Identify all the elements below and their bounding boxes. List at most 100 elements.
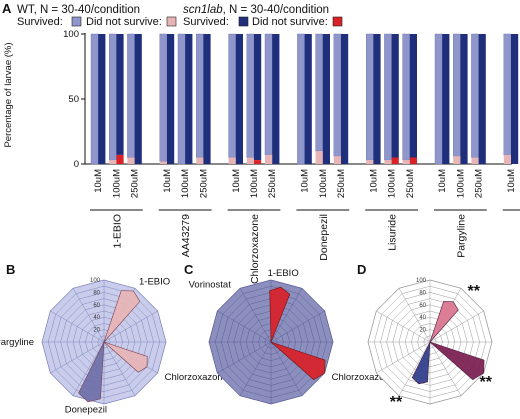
bar-wt-survived (434, 33, 443, 165)
radar-tick-label: 40 (93, 315, 100, 321)
radar-spoke (376, 310, 431, 343)
y-tick-label: 50 (68, 94, 79, 105)
x-tick-label: 10uM (93, 169, 104, 193)
radar-spoke (72, 288, 105, 343)
bar-wt-not-survived (109, 160, 117, 164)
legend-scn-survived-swatch (238, 16, 249, 27)
legend-scn-survived-label: Survived: (183, 16, 229, 28)
radar-spoke (239, 288, 272, 343)
bar-scn-survived (460, 34, 468, 164)
bar-scn-survived (442, 34, 450, 164)
bar-wt-not-survived (159, 161, 167, 164)
radar-spoke-label: Chlorzoxazone (332, 372, 395, 383)
bar-scn-survived (322, 34, 330, 164)
bar-wt-survived (315, 33, 324, 152)
radar-chart-d: 20 40 60 80 100 ** ** ** (367, 278, 493, 411)
legend-wt-survived-label: Survived: (17, 16, 63, 28)
bar-wt-survived (366, 33, 374, 161)
bar-scn-not-survived (116, 154, 124, 164)
radar-spoke (103, 341, 136, 396)
bar-wt-not-survived (315, 151, 323, 164)
radar-wedge (429, 301, 459, 343)
radar-spoke (50, 310, 105, 343)
bar-scn-survived (272, 34, 280, 164)
bar-scn-survived (167, 34, 175, 164)
radar-tick-label: 40 (419, 315, 426, 321)
bar-wt-not-survived (471, 157, 479, 164)
x-tick-label: 250uM (198, 169, 209, 198)
bar-wt-survived (453, 33, 461, 157)
radar-spoke (398, 341, 431, 396)
bar-wt-not-survived (333, 156, 341, 164)
radar-spoke-label: Donepezil (65, 405, 107, 416)
radar-tick-label: 20 (419, 328, 426, 334)
bar-scn-survived (116, 34, 124, 155)
legend-wt-title: WT, N = 30-40/condition (17, 4, 140, 16)
radar-spoke (429, 310, 484, 343)
radar-tick-label: 100 (416, 278, 427, 284)
radar-spoke (376, 341, 431, 374)
group-label: Pargyline (455, 214, 467, 258)
radar-wedge (78, 341, 105, 403)
radar-spoke (50, 341, 105, 374)
bar-wt-survived (503, 33, 512, 156)
bar-wt-not-survived (402, 160, 410, 164)
bar-scn-survived (341, 34, 349, 164)
bar-wt-survived (108, 33, 117, 161)
bar-scn-survived (478, 34, 486, 164)
radar-chart-c: 1-EBIO Chlorzoxazone Vorinostat (189, 268, 395, 405)
x-tick-label: 10uM (162, 169, 173, 193)
bar-scn-survived (98, 34, 106, 164)
radar-spoke (270, 288, 303, 343)
legend-scn-italic: scn1lab (183, 4, 223, 16)
radar-tick-label: 20 (93, 328, 100, 334)
radar-spoke-label: 1-EBIO (139, 276, 170, 287)
x-tick-label: 10uM (231, 169, 242, 193)
bar-scn-survived (254, 34, 262, 161)
bar-scn-survived (235, 34, 243, 164)
x-tick-label: 10uM (506, 169, 517, 193)
legend-scn-title: scn1lab, N = 30-40/condition (183, 4, 329, 16)
x-axis: 10uM 100uM 250uM 1-EBIO 10uM 100uM 250uM AA4327… (90, 169, 520, 284)
x-tick-label: 250uM (474, 169, 485, 198)
y-tick-label: 0 (74, 159, 79, 170)
group-label: Lisuride (387, 214, 399, 251)
bar-scn-survived (304, 34, 312, 164)
bar-wt-survived (228, 33, 237, 158)
radar-spoke (270, 341, 303, 396)
x-tick-label: 250uM (405, 169, 416, 198)
bar-wt-not-survived (366, 160, 374, 164)
bar-wt-survived (471, 33, 479, 158)
bar-wt-survived (333, 33, 342, 157)
bar-scn-survived (373, 34, 381, 164)
radar-significance-marker: ** (467, 283, 480, 300)
radar-spoke-label: Pargyline (0, 337, 34, 348)
radar-tick-label: 80 (93, 290, 100, 296)
x-tick-label: 10uM (437, 169, 448, 193)
radar-spoke-label: 1-EBIO (268, 268, 299, 279)
panel-letter-a: A (2, 1, 12, 16)
group-label: AA43279 (180, 214, 192, 257)
x-tick-label: 100uM (111, 169, 122, 198)
bar-scn-survived (409, 34, 417, 158)
x-tick-label: 100uM (180, 169, 191, 198)
radar-spoke (217, 341, 272, 374)
radar-spoke (103, 310, 158, 343)
legend-scn-not-label: Did not survive: (252, 16, 328, 28)
group-label: Chlorzoxazone (249, 214, 261, 284)
radar-wedge (270, 341, 326, 381)
bar-scn-not-survived (391, 157, 399, 164)
radar-spoke (270, 310, 325, 343)
radar-wedge (103, 341, 148, 373)
x-tick-label: 250uM (336, 169, 347, 198)
panel-letter-d: D (357, 262, 366, 277)
bar-wt-survived (195, 33, 204, 158)
bar-scn-not-survived (254, 160, 262, 164)
radar-tick-label: 60 (419, 303, 426, 309)
group-label: 1-EBIO (111, 214, 123, 248)
radar-wedge (411, 341, 431, 385)
bar-wt-survived (297, 33, 305, 165)
bar-wt-not-survived (384, 160, 392, 164)
